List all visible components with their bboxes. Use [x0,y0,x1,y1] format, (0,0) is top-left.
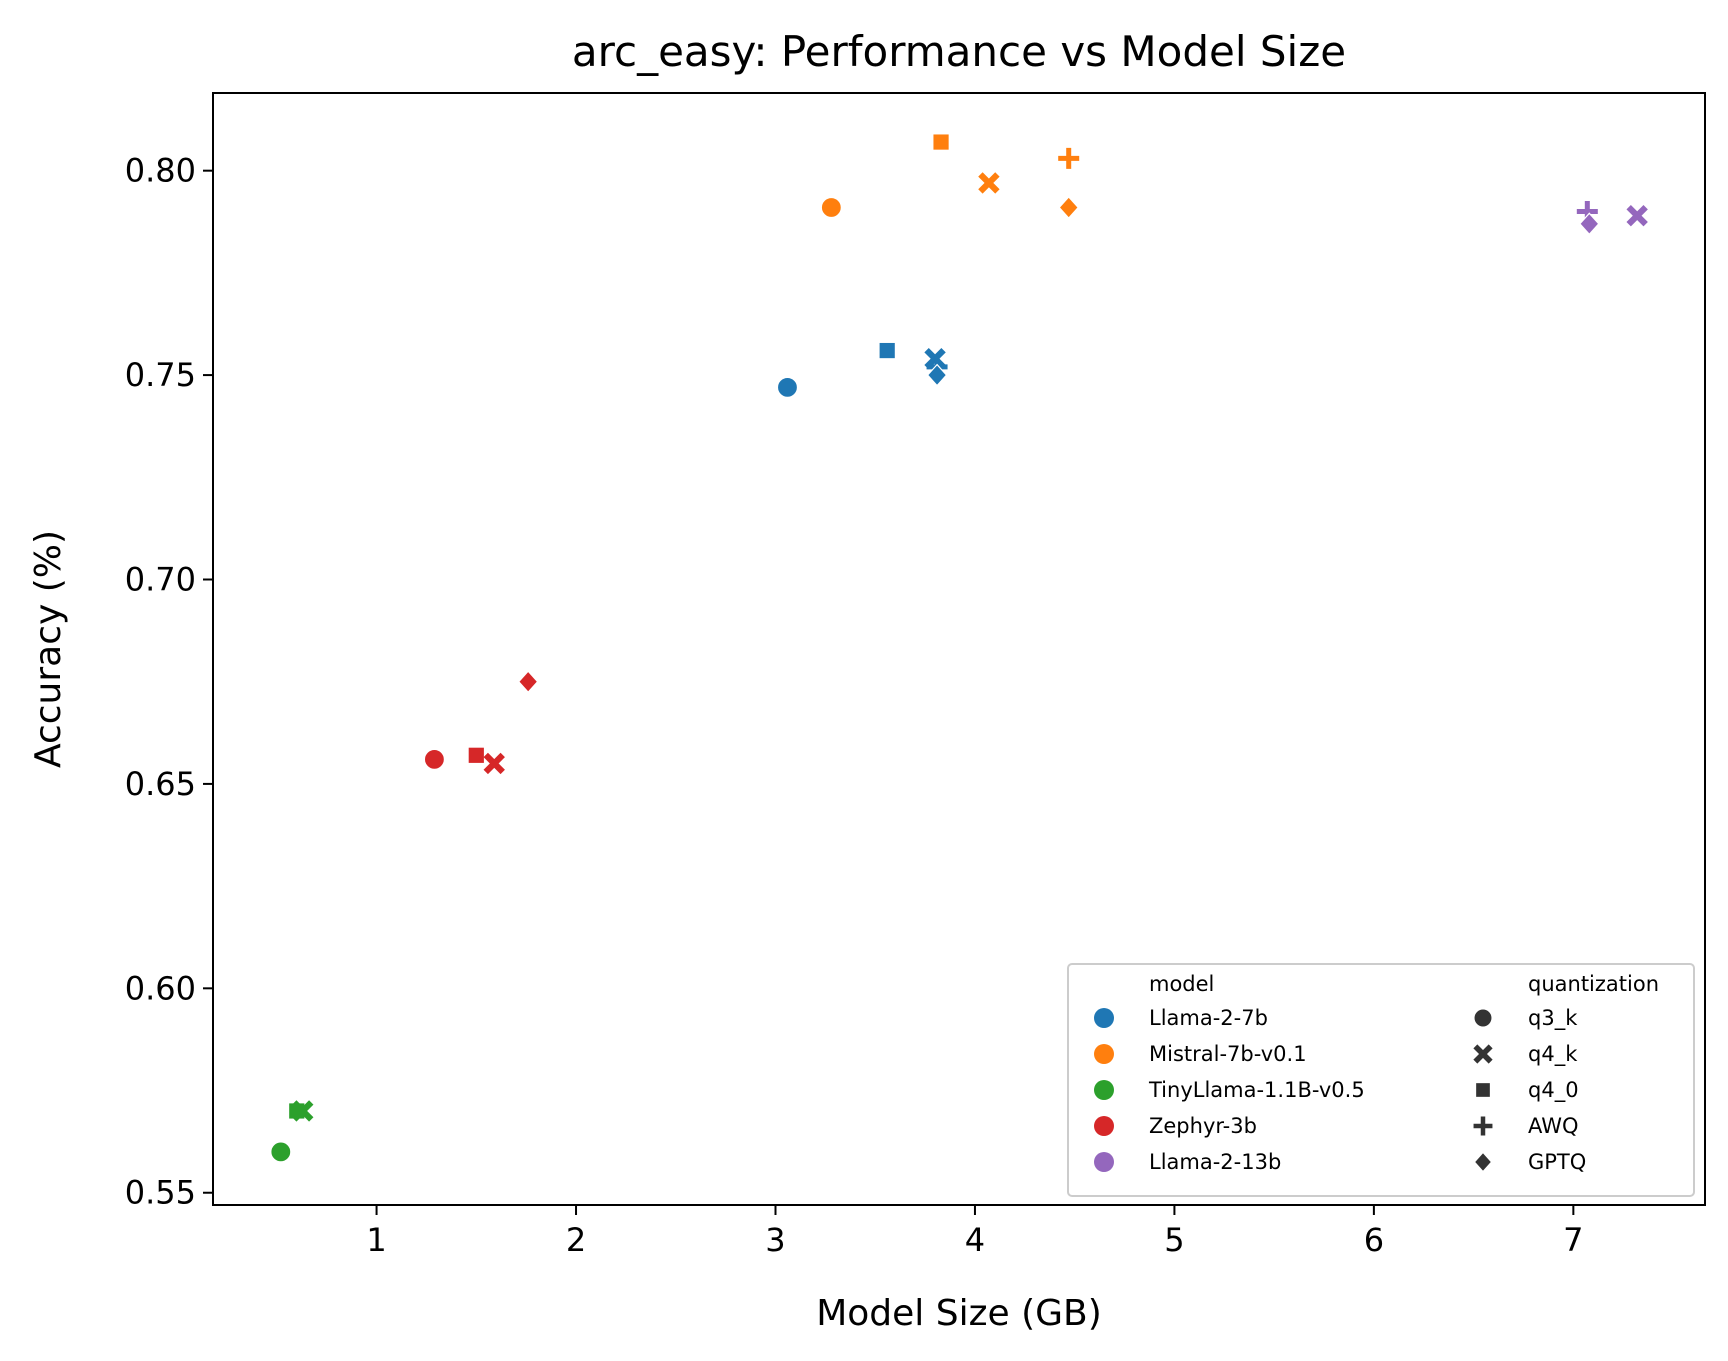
plot-frame [212,92,1706,1206]
data-point-llama-2-7b-q4-0 [878,341,896,360]
legend-quantization-label: AWQ [1528,1114,1579,1138]
legend-marker-x [1473,1044,1493,1064]
y-tick-label: 0.70 [125,561,196,599]
y-axis: 0.55 0.60 0.65 0.70 0.75 0.80 [125,152,213,1212]
y-tick-label: 0.55 [125,1174,196,1212]
data-point-zephyr-3b-q4-0 [467,746,486,765]
data-point-llama-2-13b-q4-k [1626,204,1648,227]
data-points [270,133,1648,1163]
data-point-llama-2-13b-gptq [1579,212,1600,236]
x-axis-label: Model Size (GB) [816,1293,1102,1334]
legend-model-swatch [1094,1152,1114,1172]
x-tick-label: 3 [765,1221,785,1259]
x-tick-label: 6 [1364,1221,1384,1259]
x-axis: 1 2 3 4 5 6 7 [366,1205,1584,1259]
legend: model quantization Llama-2-7b Mistral-7b-… [1067,963,1695,1197]
legend-quantization-label: q4_0 [1528,1078,1579,1103]
legend-model-label: Zephyr-3b [1149,1114,1257,1138]
data-point-mistral-7b-v0-1-awq [1058,147,1080,169]
x-tick-label: 2 [566,1221,586,1259]
data-point-mistral-7b-v0-1-q4-k [978,172,1000,194]
data-point-mistral-7b-v0-1-gptq [1058,196,1079,219]
legend-quantization-label: GPTQ [1528,1150,1586,1174]
x-tick-label: 5 [1164,1221,1184,1259]
legend-model-title: model [1149,972,1214,996]
y-axis-label: Accuracy (%) [28,530,69,768]
data-point-zephyr-3b-gptq [517,670,539,694]
x-tick-label: 4 [965,1221,985,1259]
data-point-zephyr-3b-q4-k [483,752,505,775]
x-tick-label: 1 [366,1221,386,1259]
legend-marker-plus [1473,1116,1493,1136]
data-point-mistral-7b-v0-1-q3-k [820,196,842,219]
legend-model-swatch [1094,1116,1114,1136]
legend-model-label: Llama-2-13b [1149,1150,1281,1174]
legend-box [1067,963,1695,1197]
legend-marker-diamond [1473,1151,1493,1173]
data-point-tinyllama-1-1b-v0-5-q4-k [292,1100,314,1122]
y-tick-label: 0.80 [125,152,196,190]
chart-title: arc_easy: Performance vs Model Size [572,27,1346,76]
y-tick-label: 0.75 [125,356,196,394]
legend-model-label: TinyLlama-1.1B-v0.5 [1148,1078,1365,1102]
legend-model-label: Mistral-7b-v0.1 [1149,1042,1307,1066]
legend-quantization-label: q3_k [1528,1006,1578,1031]
legend-quantization-label: q4_k [1528,1042,1578,1067]
data-point-llama-2-7b-q3-k [776,376,799,398]
data-point-tinyllama-1-1b-v0-5-q3-k [270,1141,292,1163]
data-point-mistral-7b-v0-1-q4-0 [932,133,950,151]
legend-model-swatch [1094,1044,1114,1064]
legend-quantization-title: quantization [1528,972,1659,996]
legend-marker-circle [1473,1008,1493,1028]
legend-model-swatch [1094,1008,1114,1028]
x-tick-label: 7 [1563,1221,1583,1259]
data-point-zephyr-3b-q3-k [423,748,446,770]
legend-quantizations: q3_k q4_k q4_0 AWQ GPTQ [1473,1006,1586,1174]
y-tick-label: 0.65 [125,765,196,803]
legend-models: Llama-2-7b Mistral-7b-v0.1 TinyLlama-1.1B-… [1094,1006,1365,1174]
y-tick-label: 0.60 [125,969,196,1007]
legend-marker-square [1475,1082,1491,1098]
legend-model-label: Llama-2-7b [1149,1006,1268,1030]
legend-model-swatch [1094,1080,1114,1100]
data-point-llama-2-7b-gptq [926,363,948,387]
